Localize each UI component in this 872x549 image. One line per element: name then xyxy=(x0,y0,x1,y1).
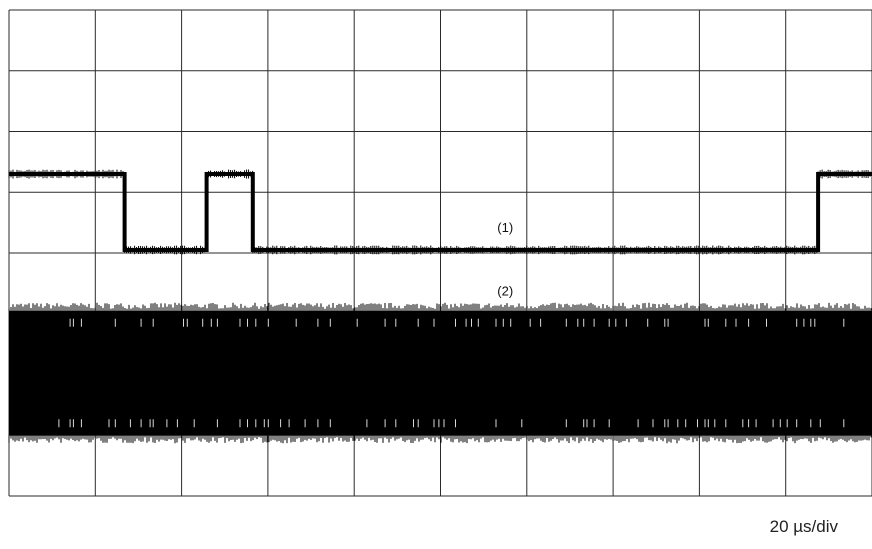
trace-2-envelope xyxy=(9,310,872,436)
trace-2-bottom-edge xyxy=(8,435,872,444)
trace-1-label: (1) xyxy=(497,220,513,235)
trace-2-label: (2) xyxy=(497,284,513,299)
trace-1-noise xyxy=(8,169,871,255)
trace-2-burst-gaps-top xyxy=(69,318,845,327)
trace-2-burst-gaps-bottom xyxy=(58,419,845,428)
trace-2 xyxy=(8,302,872,444)
timebase-label: 20 µs/div xyxy=(769,517,838,536)
trace-1 xyxy=(8,169,872,255)
trace-2-top-edge xyxy=(8,302,872,311)
trace-1-line xyxy=(9,172,872,252)
